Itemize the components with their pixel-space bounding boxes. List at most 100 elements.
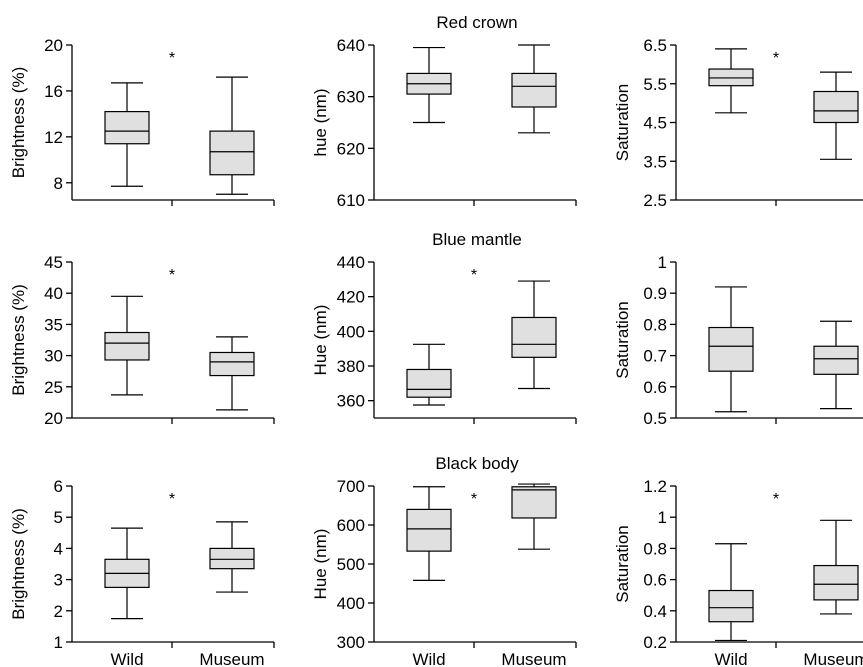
iqr-box <box>813 345 859 375</box>
x-category-label: Museum <box>501 650 566 667</box>
significance-asterisk: * <box>471 267 477 284</box>
y-tick-label: 3.5 <box>643 152 667 171</box>
y-tick-label: 500 <box>337 555 365 574</box>
box-wild <box>708 286 754 413</box>
y-tick-label: 610 <box>337 191 365 210</box>
box-museum <box>511 280 557 390</box>
box-wild <box>104 295 150 396</box>
iqr-box <box>813 90 859 124</box>
iqr-box <box>406 508 452 552</box>
x-category-label: Museum <box>199 650 264 667</box>
y-axis-label: Saturation <box>613 301 632 379</box>
panel: 2.5 3.5 4.5 5.5 6.5 Saturation * <box>613 36 863 210</box>
y-tick-label: 400 <box>337 594 365 613</box>
row-title: Black body <box>435 454 519 473</box>
y-tick-label: 400 <box>337 322 365 341</box>
y-axis-label: Hue (nm) <box>311 529 330 600</box>
box-wild <box>104 527 150 620</box>
y-tick-label: 0.4 <box>643 602 667 621</box>
y-tick-label: 16 <box>44 82 63 101</box>
iqr-box <box>708 326 754 372</box>
row-title: Blue mantle <box>432 230 522 249</box>
x-category-label: Wild <box>412 650 445 667</box>
panel: 0.2 0.4 0.6 0.8 1 1.2 Saturation * Wild Museum <box>613 477 863 667</box>
y-tick-label: 440 <box>337 253 365 272</box>
y-tick-label: 1 <box>54 633 63 652</box>
y-tick-label: 40 <box>44 284 63 303</box>
iqr-box <box>209 130 255 176</box>
box-wild <box>708 543 754 642</box>
iqr-box <box>511 72 557 108</box>
y-tick-label: 4 <box>54 539 63 558</box>
significance-asterisk: * <box>471 491 477 508</box>
y-tick-label: 0.6 <box>643 571 667 590</box>
x-category-label: Wild <box>110 650 143 667</box>
y-tick-label: 20 <box>44 36 63 55</box>
iqr-box <box>511 316 557 358</box>
y-tick-label: 20 <box>44 409 63 428</box>
iqr-box <box>104 110 150 145</box>
y-tick-label: 0.7 <box>643 347 667 366</box>
box-wild <box>406 46 452 124</box>
y-tick-label: 30 <box>44 347 63 366</box>
y-tick-label: 360 <box>337 392 365 411</box>
box-museum <box>813 71 859 160</box>
y-axis-label: Saturation <box>613 84 632 162</box>
iqr-box <box>511 486 557 519</box>
y-tick-label: 380 <box>337 357 365 376</box>
y-tick-label: 6 <box>54 477 63 496</box>
y-tick-label: 630 <box>337 88 365 107</box>
y-tick-label: 35 <box>44 315 63 334</box>
box-museum <box>209 76 255 195</box>
panel: 300 400 500 600 700 Hue (nm) * Wild Museum <box>311 477 577 667</box>
box-museum <box>209 521 255 593</box>
y-tick-label: 4.5 <box>643 114 667 133</box>
box-museum <box>511 483 557 550</box>
y-tick-label: 1.2 <box>643 477 667 496</box>
y-tick-label: 420 <box>337 288 365 307</box>
panel: 1 2 3 4 5 6 Brightness (%) * Wild Museum <box>9 477 275 667</box>
y-tick-label: 6.5 <box>643 36 667 55</box>
y-tick-label: 0.9 <box>643 284 667 303</box>
x-category-label: Museum <box>803 650 863 667</box>
significance-asterisk: * <box>169 267 175 284</box>
y-tick-label: 1 <box>658 253 667 272</box>
box-wild <box>406 486 452 581</box>
panel: 8 12 16 20 Brightness (%) * <box>9 36 275 206</box>
y-tick-label: 700 <box>337 477 365 496</box>
box-museum <box>813 320 859 410</box>
x-category-label: Wild <box>714 650 747 667</box>
y-tick-label: 2.5 <box>643 191 667 210</box>
y-tick-label: 12 <box>44 128 63 147</box>
y-axis-label: Brightness (%) <box>9 508 28 619</box>
y-axis-label: Brightness (%) <box>9 67 28 178</box>
y-tick-label: 3 <box>54 571 63 590</box>
y-axis-label: Saturation <box>613 525 632 603</box>
panel: 610 620 630 640 hue (nm) <box>311 36 577 210</box>
y-tick-label: 5 <box>54 508 63 527</box>
y-tick-label: 2 <box>54 602 63 621</box>
panel: 360 380 400 420 440 Hue (nm) * <box>311 253 577 424</box>
y-tick-label: 0.8 <box>643 315 667 334</box>
panel: 0.5 0.6 0.7 0.8 0.9 1 Saturation <box>613 253 863 428</box>
y-axis-label: Brightness (%) <box>9 284 28 395</box>
iqr-box <box>406 368 452 398</box>
box-museum <box>813 519 859 615</box>
row-title: Red crown <box>436 13 517 32</box>
iqr-box <box>708 589 754 623</box>
significance-asterisk: * <box>169 50 175 67</box>
box-museum <box>511 44 557 134</box>
iqr-box <box>209 351 255 377</box>
box-museum <box>209 336 255 411</box>
y-tick-label: 0.2 <box>643 633 667 652</box>
y-tick-label: 25 <box>44 378 63 397</box>
y-tick-label: 8 <box>54 174 63 193</box>
iqr-box <box>104 331 150 361</box>
y-axis-label: Hue (nm) <box>311 305 330 376</box>
significance-asterisk: * <box>169 491 175 508</box>
box-wild <box>406 343 452 406</box>
significance-asterisk: * <box>773 50 779 67</box>
y-tick-label: 45 <box>44 253 63 272</box>
y-tick-label: 0.6 <box>643 378 667 397</box>
